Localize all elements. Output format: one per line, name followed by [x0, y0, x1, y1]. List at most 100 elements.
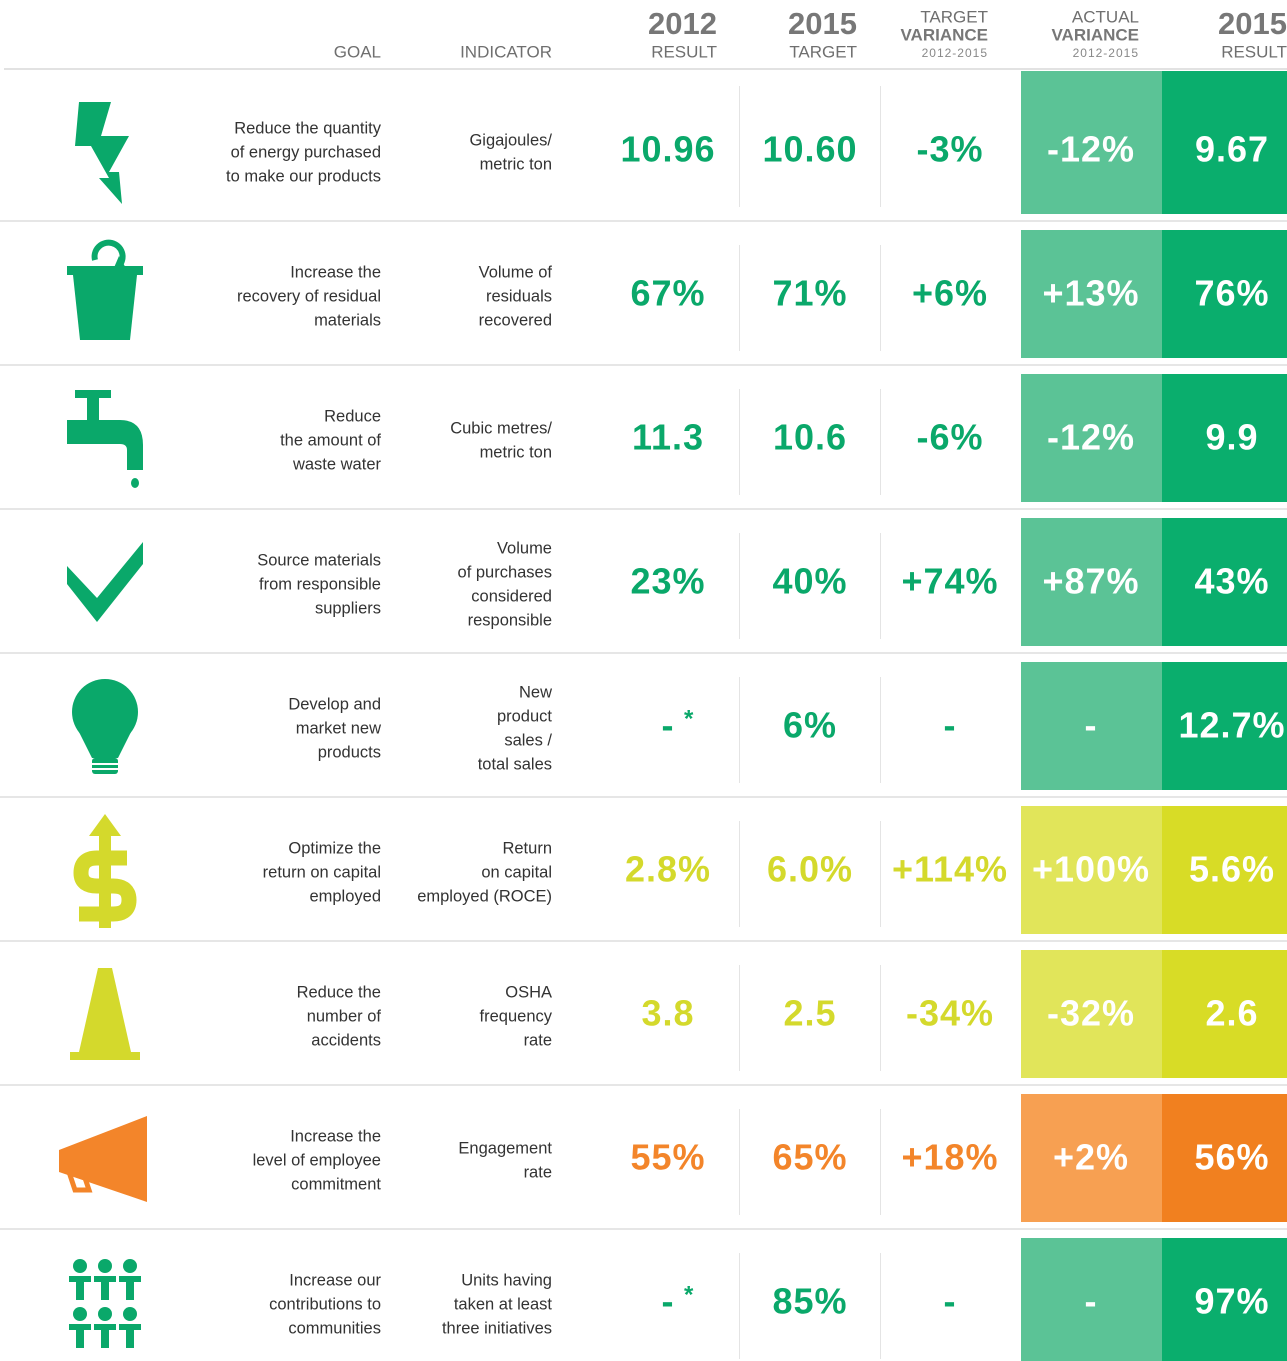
note-mark: * — [684, 705, 694, 732]
icon-part — [75, 102, 129, 204]
variance-box — [1021, 71, 1162, 214]
row-rule — [0, 1228, 1287, 1230]
value: 2.5 — [783, 993, 836, 1034]
icon-part — [87, 394, 99, 424]
icon-part — [73, 1259, 87, 1273]
goal-line: to make our products — [226, 167, 381, 185]
value: +87% — [1042, 561, 1139, 602]
divider — [880, 533, 881, 639]
value: 6% — [783, 705, 837, 746]
header-year: 2015 — [788, 6, 857, 41]
indicator-line: residuals — [486, 287, 552, 305]
goal-line: market new — [296, 719, 381, 737]
result-box — [1162, 518, 1287, 646]
value: 97% — [1194, 1281, 1269, 1322]
goal-line: contributions to — [269, 1295, 381, 1313]
value: 55% — [630, 1137, 705, 1178]
value: 3.8 — [641, 993, 694, 1034]
value: -12% — [1047, 129, 1135, 170]
divider — [880, 677, 881, 783]
variance-box — [1021, 662, 1162, 790]
value: 2.6 — [1205, 993, 1258, 1034]
indicator-line: Return — [502, 839, 552, 857]
row-rule — [0, 652, 1287, 654]
icon-part — [123, 1259, 137, 1273]
icon-part — [98, 1259, 112, 1273]
indicator-line: recovered — [479, 311, 552, 329]
value: 11.3 — [632, 417, 704, 458]
goal-line: Increase the — [290, 1127, 381, 1145]
goal-line: Reduce the quantity — [234, 119, 382, 137]
icon — [67, 390, 143, 488]
value: - — [1085, 705, 1098, 746]
row-rule — [0, 796, 1287, 798]
goal-line: products — [318, 743, 381, 761]
divider — [739, 965, 740, 1071]
value: 43% — [1194, 561, 1269, 602]
icon-part — [69, 1324, 91, 1348]
value: - — [944, 1281, 957, 1322]
icon — [67, 542, 143, 622]
value: +6% — [912, 273, 988, 314]
indicator-line: OSHA — [505, 983, 552, 1001]
icon — [72, 679, 138, 774]
row-rule — [0, 940, 1287, 942]
divider — [739, 245, 740, 351]
note-mark: * — [684, 1281, 694, 1308]
goal-line: Source materials — [257, 551, 381, 569]
goal-line: Increase the — [290, 263, 381, 281]
indicator-line: total sales — [478, 755, 552, 773]
variance-box — [1021, 518, 1162, 646]
value: - — [662, 1281, 675, 1322]
icon-part — [119, 1324, 141, 1348]
value: +18% — [901, 1137, 998, 1178]
header-top: ACTUAL — [1072, 7, 1139, 26]
value: 85% — [772, 1281, 847, 1322]
divider — [880, 1109, 881, 1215]
goal-line: materials — [314, 311, 381, 329]
value: 40% — [772, 561, 847, 602]
indicator-line: metric ton — [480, 443, 552, 461]
goal-line: return on capital — [263, 863, 381, 881]
icon-part — [99, 832, 111, 928]
row-rule — [0, 220, 1287, 222]
icon-part — [70, 1052, 140, 1060]
goal-line: of energy purchased — [231, 143, 381, 161]
indicator-line: considered — [471, 587, 552, 605]
value: +74% — [901, 561, 998, 602]
value: 12.7% — [1178, 705, 1285, 746]
goal-line: Develop and — [288, 695, 381, 713]
value: +100% — [1032, 849, 1150, 890]
header-label: RESULT — [1221, 42, 1287, 61]
icon-part — [73, 275, 137, 340]
value: 9.9 — [1205, 417, 1258, 458]
header-label: VARIANCE — [1051, 25, 1139, 44]
value: -32% — [1047, 993, 1135, 1034]
header-label: RESULT — [651, 42, 717, 61]
indicator-line: three initiatives — [442, 1319, 552, 1337]
icon-part — [123, 1307, 137, 1321]
result-box — [1162, 1094, 1287, 1222]
value: - — [944, 705, 957, 746]
divider — [739, 533, 740, 639]
divider — [739, 821, 740, 927]
goal-line: number of — [307, 1007, 382, 1025]
indicator-line: Volume of — [479, 263, 553, 281]
result-box — [1162, 374, 1287, 502]
goal-line: communities — [288, 1319, 381, 1337]
icon-part — [67, 542, 143, 622]
goal-line: recovery of residual — [237, 287, 381, 305]
indicator-line: Gigajoules/ — [469, 131, 552, 149]
value: 71% — [772, 273, 847, 314]
header-year: 2012 — [648, 6, 717, 41]
header-year: 2015 — [1218, 6, 1287, 41]
icon-part — [91, 239, 126, 269]
goal-line: Reduce the — [297, 983, 381, 1001]
indicator-line: metric ton — [480, 155, 552, 173]
divider — [880, 389, 881, 495]
icon — [59, 1116, 147, 1202]
goal-line: commitment — [291, 1175, 381, 1193]
icon-part — [73, 1307, 87, 1321]
row-rule — [0, 1084, 1287, 1086]
